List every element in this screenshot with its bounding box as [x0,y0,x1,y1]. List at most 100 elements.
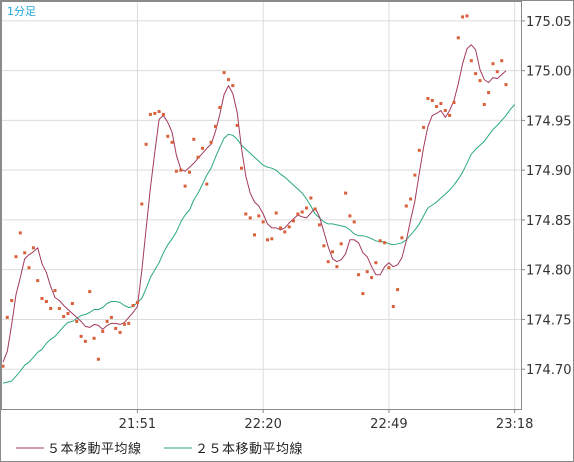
price-point-78 [339,242,343,246]
price-point-44 [192,137,196,141]
price-point-84 [365,270,369,274]
price-point-0 [1,364,5,368]
price-point-101 [439,102,443,105]
price-point-114 [495,70,499,74]
price-point-58 [253,233,256,237]
price-point-88 [383,241,387,245]
y-tick-label: 174.95 [526,114,572,129]
ma25-line [2,104,516,384]
price-point-108 [469,59,473,63]
price-point-91 [396,288,400,292]
price-point-19 [83,339,87,343]
price-point-50 [218,106,222,109]
price-point-81 [352,220,356,224]
price-point-17 [75,319,79,323]
price-point-22 [96,357,100,361]
price-point-90 [391,305,395,308]
price-point-37 [161,112,165,116]
price-point-73 [318,223,321,227]
price-point-80 [348,214,352,218]
price-point-51 [222,71,226,75]
ma5-line [2,44,507,363]
x-tick-label: 22:49 [370,417,407,432]
x-tick-label: 22:20 [244,417,281,432]
price-point-54 [235,123,239,127]
price-point-40 [174,169,178,173]
ma5-series-line [2,44,507,363]
price-point-7 [31,246,35,250]
price-point-25 [109,315,113,319]
price-point-66 [287,225,291,229]
price-point-49 [214,124,217,128]
price-point-14 [62,315,66,318]
y-tick-label: 174.70 [526,363,572,378]
price-point-75 [326,260,330,264]
price-point-60 [261,220,265,224]
price-point-64 [279,226,282,230]
price-point-62 [270,237,274,241]
y-axis-labels: 174.70 174.75 174.80 174.85 174.90 174.95 175.… [521,15,572,378]
price-point-23 [101,329,105,333]
price-point-15 [66,312,70,315]
legend-label: ５本移動平均線 [47,441,142,457]
price-point-109 [474,72,478,76]
price-point-86 [374,261,378,265]
price-point-32 [140,202,144,206]
price-point-103 [448,113,452,117]
price-point-99 [430,99,434,102]
price-point-77 [335,265,339,269]
price-point-6 [27,266,31,270]
price-point-112 [487,91,491,95]
price-point-2 [10,299,14,302]
price-point-56 [244,212,248,216]
price-point-28 [122,322,126,326]
price-point-105 [456,36,460,40]
price-point-57 [248,216,252,220]
y-tick-label: 174.80 [526,264,572,279]
price-point-68 [296,212,300,216]
price-point-69 [300,210,304,214]
price-point-1 [5,315,9,319]
price-point-8 [36,279,40,283]
price-point-52 [227,78,230,82]
price-point-4 [18,231,22,235]
price-point-43 [188,170,191,174]
price-point-102 [443,109,447,112]
y-tick-label: 174.85 [526,214,572,229]
price-point-110 [478,79,482,83]
price-point-107 [465,14,469,18]
price-point-98 [426,97,430,100]
price-point-27 [118,330,122,334]
price-point-34 [148,112,152,116]
price-point-100 [435,105,439,108]
price-point-53 [231,84,235,88]
price-point-96 [417,148,421,152]
price-point-94 [409,197,413,201]
price-point-104 [452,101,456,104]
y-tick-label: 174.90 [526,164,572,179]
price-point-12 [53,289,57,293]
price-point-70 [305,206,308,210]
price-point-79 [344,191,348,195]
x-tick-label: 23:18 [496,417,533,432]
price-point-92 [400,236,404,240]
price-point-63 [274,211,278,215]
price-point-45 [196,155,200,159]
price-point-46 [201,146,204,150]
price-point-26 [114,326,118,330]
price-point-89 [387,266,391,270]
price-point-106 [461,15,465,19]
price-points [1,14,508,368]
legend: ５本移動平均線 ２５本移動平均線 [16,441,303,457]
price-point-116 [504,83,508,87]
plot-border [1,1,522,410]
price-point-21 [92,336,96,340]
y-tick-label: 175.05 [526,15,572,30]
price-point-20 [88,290,92,294]
price-point-55 [240,166,243,170]
price-point-39 [170,140,174,144]
price-point-85 [370,276,374,280]
price-point-13 [57,307,61,310]
price-point-72 [313,207,317,211]
